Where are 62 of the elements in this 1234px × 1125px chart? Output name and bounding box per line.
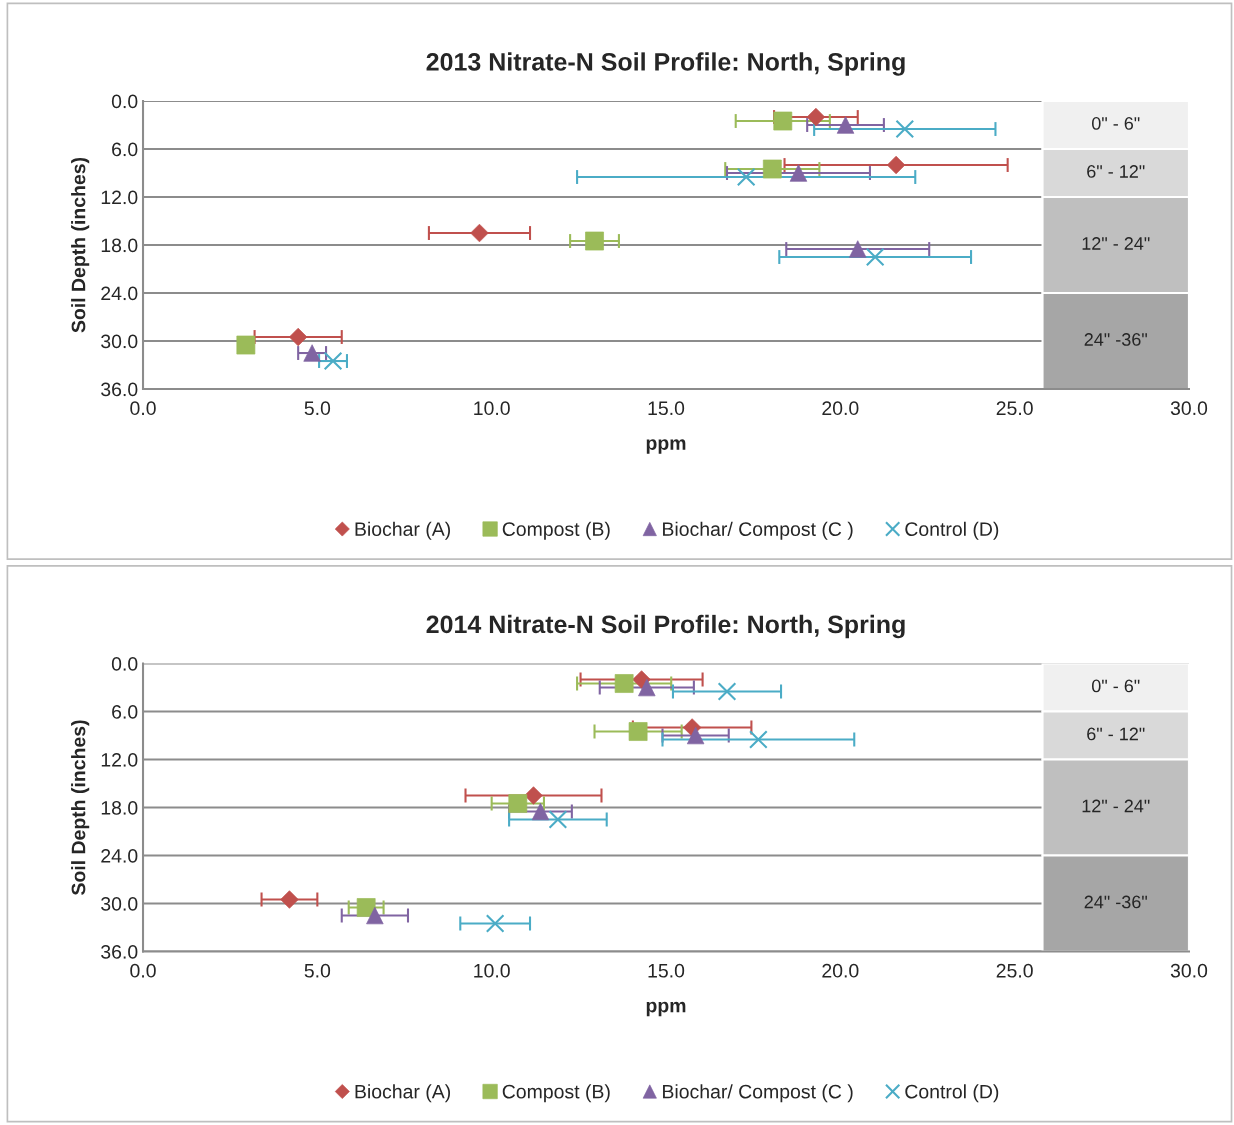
point <box>895 119 915 139</box>
band-label: 6" - 12" <box>1087 165 1145 178</box>
x-tick-label: 10.0 <box>474 963 510 978</box>
y-tick-label: 36.0 <box>101 944 138 959</box>
y-tick-label: 0.0 <box>111 94 138 109</box>
band-label: 24" -36" <box>1084 333 1147 346</box>
y-tick-label: 18.0 <box>101 800 138 815</box>
y-axis-title: Soil Depth (inches) <box>71 720 90 896</box>
band-label: 0" - 6" <box>1091 117 1140 130</box>
x-tick-label: 20.0 <box>822 963 859 978</box>
x-tick-label: 25.0 <box>996 401 1033 416</box>
x-tick-label: 30.0 <box>1170 401 1208 416</box>
x-tick-label: 5.0 <box>304 963 331 978</box>
point <box>548 810 568 829</box>
x-axis-title: ppm <box>646 1001 686 1017</box>
legend-label: Control (D) <box>905 521 999 540</box>
x-tick-label: 15.0 <box>648 963 685 978</box>
x-tick-label: 20.0 <box>822 401 859 416</box>
legend-label: Biochar/ Compost (C ) <box>663 1084 853 1103</box>
band-label: 12" - 24" <box>1082 237 1150 250</box>
band-label: 24" -36" <box>1084 895 1147 909</box>
band-label: 0" - 6" <box>1091 679 1140 693</box>
x-tick-label: 30.0 <box>1170 963 1208 978</box>
legend-label: Compost (B) <box>502 521 610 540</box>
y-tick-label: 36.0 <box>101 382 138 397</box>
legend-label: Control (D) <box>905 1084 999 1103</box>
band-label: 6" - 12" <box>1087 727 1145 741</box>
point <box>865 247 885 267</box>
y-tick-label: 30.0 <box>101 334 138 349</box>
y-tick-label: 6.0 <box>112 704 138 719</box>
legend-label: Biochar (A) <box>355 521 451 540</box>
point <box>749 730 768 749</box>
point <box>717 682 737 701</box>
chart-title: 2013 Nitrate-N Soil Profile: North, Spring <box>426 52 905 76</box>
chart-title: 2014 Nitrate-N Soil Profile: North, Spring <box>426 614 905 639</box>
legend-label: Compost (B) <box>502 1084 610 1103</box>
x-tick-label: 10.0 <box>474 401 510 416</box>
y-tick-label: 12.0 <box>101 752 138 767</box>
point <box>736 167 756 187</box>
y-tick-label: 24.0 <box>101 286 138 301</box>
y-tick-label: 18.0 <box>101 238 138 253</box>
y-tick-label: 0.0 <box>111 656 138 671</box>
point <box>323 351 343 371</box>
x-tick-label: 0.0 <box>130 963 156 978</box>
y-tick-label: 30.0 <box>101 896 138 911</box>
x-tick-label: 0.0 <box>130 401 156 416</box>
x-tick-label: 15.0 <box>648 401 685 416</box>
y-tick-label: 6.0 <box>112 142 138 157</box>
point <box>485 914 505 933</box>
band-label: 12" - 24" <box>1082 799 1150 813</box>
point <box>470 223 489 243</box>
legend-label: Biochar (A) <box>355 1084 451 1103</box>
legend-label: Biochar/ Compost (C ) <box>663 521 853 540</box>
x-tick-label: 5.0 <box>304 401 331 416</box>
x-tick-label: 25.0 <box>996 963 1033 978</box>
y-axis-title: Soil Depth (inches) <box>71 157 90 333</box>
point <box>773 111 793 131</box>
x-axis-title: ppm <box>646 439 686 454</box>
point <box>628 722 648 741</box>
y-tick-label: 12.0 <box>101 190 138 205</box>
y-tick-label: 24.0 <box>101 848 138 863</box>
point <box>585 231 604 251</box>
